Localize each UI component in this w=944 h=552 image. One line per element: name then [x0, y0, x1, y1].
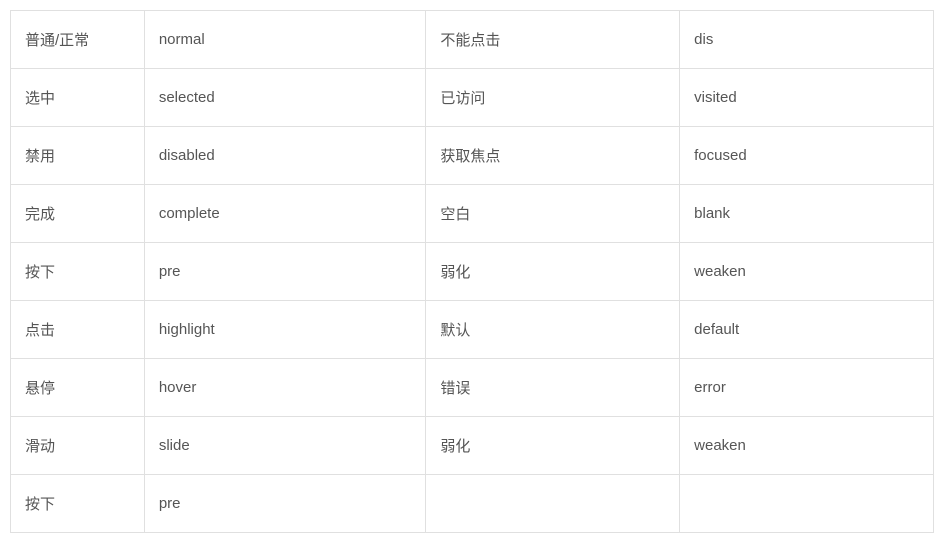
cell-cn-left: 按下	[11, 475, 145, 533]
cell-en-right: error	[680, 359, 934, 417]
cell-en-right: visited	[680, 69, 934, 127]
cell-en-right: focused	[680, 127, 934, 185]
cell-en-right	[680, 475, 934, 533]
cell-cn-left: 点击	[11, 301, 145, 359]
table-body: 普通/正常 normal 不能点击 dis 选中 selected 已访问 vi…	[11, 11, 934, 533]
cell-cn-left: 普通/正常	[11, 11, 145, 69]
cell-en-right: weaken	[680, 417, 934, 475]
table-row: 按下 pre	[11, 475, 934, 533]
cell-en-right: weaken	[680, 243, 934, 301]
cell-cn-right: 错误	[426, 359, 680, 417]
cell-en-left: normal	[144, 11, 426, 69]
table-row: 滑动 slide 弱化 weaken	[11, 417, 934, 475]
cell-cn-right: 获取焦点	[426, 127, 680, 185]
table-row: 按下 pre 弱化 weaken	[11, 243, 934, 301]
table-row: 完成 complete 空白 blank	[11, 185, 934, 243]
table-row: 普通/正常 normal 不能点击 dis	[11, 11, 934, 69]
cell-en-left: disabled	[144, 127, 426, 185]
table-row: 悬停 hover 错误 error	[11, 359, 934, 417]
cell-cn-right: 不能点击	[426, 11, 680, 69]
cell-cn-right: 弱化	[426, 243, 680, 301]
cell-en-left: complete	[144, 185, 426, 243]
cell-cn-left: 选中	[11, 69, 145, 127]
cell-cn-left: 按下	[11, 243, 145, 301]
cell-en-left: highlight	[144, 301, 426, 359]
cell-cn-left: 滑动	[11, 417, 145, 475]
cell-cn-left: 悬停	[11, 359, 145, 417]
cell-en-right: dis	[680, 11, 934, 69]
cell-cn-right: 空白	[426, 185, 680, 243]
cell-en-left: selected	[144, 69, 426, 127]
state-terms-table-wrap: 普通/正常 normal 不能点击 dis 选中 selected 已访问 vi…	[10, 10, 934, 533]
cell-en-left: hover	[144, 359, 426, 417]
cell-en-right: default	[680, 301, 934, 359]
table-row: 选中 selected 已访问 visited	[11, 69, 934, 127]
cell-cn-right: 弱化	[426, 417, 680, 475]
cell-cn-right	[426, 475, 680, 533]
cell-en-left: slide	[144, 417, 426, 475]
cell-cn-left: 禁用	[11, 127, 145, 185]
cell-cn-right: 已访问	[426, 69, 680, 127]
cell-cn-right: 默认	[426, 301, 680, 359]
cell-cn-left: 完成	[11, 185, 145, 243]
table-row: 点击 highlight 默认 default	[11, 301, 934, 359]
state-terms-table: 普通/正常 normal 不能点击 dis 选中 selected 已访问 vi…	[10, 10, 934, 533]
cell-en-left: pre	[144, 475, 426, 533]
cell-en-right: blank	[680, 185, 934, 243]
cell-en-left: pre	[144, 243, 426, 301]
table-row: 禁用 disabled 获取焦点 focused	[11, 127, 934, 185]
